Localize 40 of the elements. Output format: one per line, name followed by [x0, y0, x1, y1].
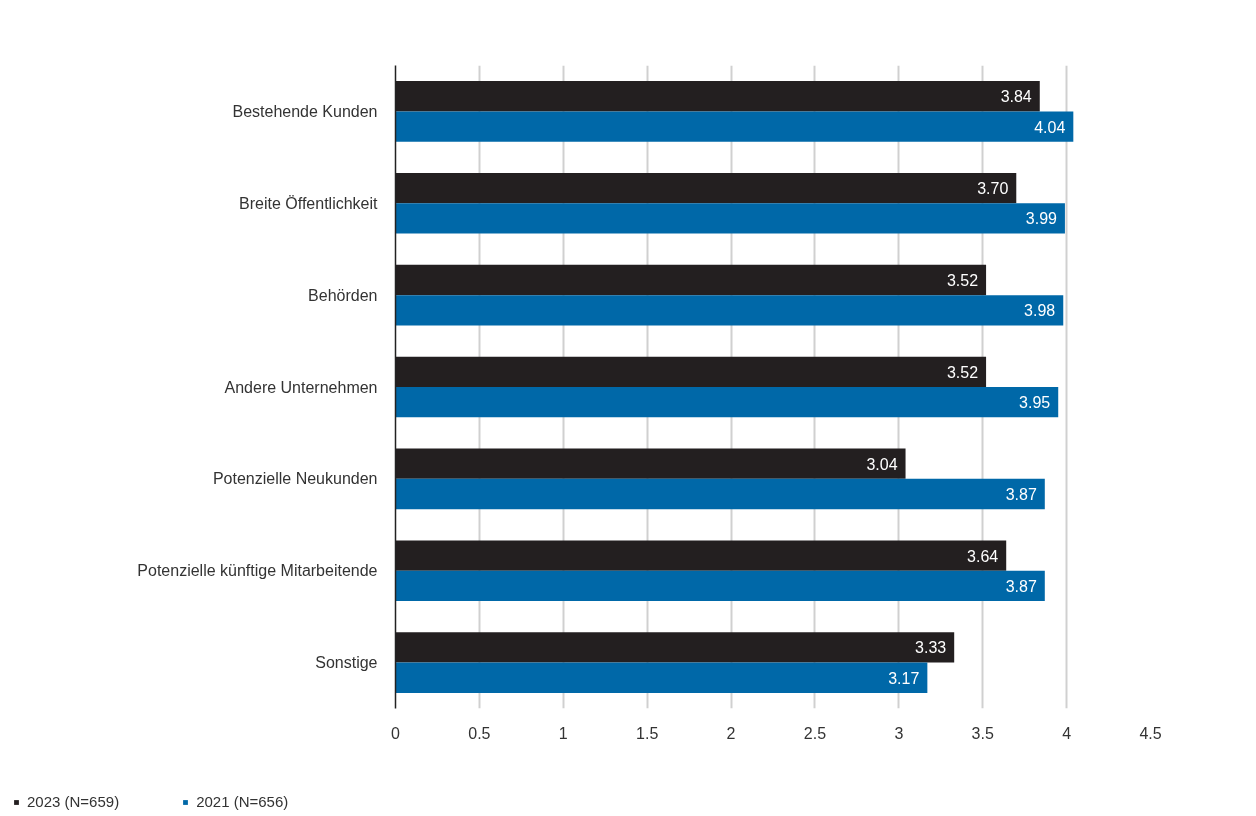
bar	[395, 295, 1064, 326]
legend-label: 2021 (N=656)	[196, 793, 289, 810]
x-tick-label: 4	[1062, 724, 1072, 742]
data-label: 3.04	[866, 455, 898, 473]
y-tick-label: Behörden	[308, 286, 378, 304]
x-tick-label: 0.5	[468, 724, 491, 742]
data-label: 3.87	[1005, 486, 1037, 504]
data-label: 3.17	[888, 669, 920, 687]
legend-label: 2023 (N=659)	[27, 793, 120, 810]
y-tick-label: Potenzielle künftige Mitarbeitende	[137, 562, 378, 580]
x-tick-label: 1	[558, 724, 568, 742]
bar	[395, 570, 1045, 602]
y-tick-label: Breite Öffentlichkeit	[239, 194, 379, 212]
data-label: 3.52	[946, 363, 979, 381]
data-label: 3.33	[915, 639, 947, 657]
bar	[395, 203, 1065, 234]
y-tick-label: Andere Unternehmen	[224, 378, 378, 396]
x-tick-label: 2.5	[803, 724, 827, 742]
x-tick-label: 3	[894, 724, 904, 742]
data-label: 3.52	[946, 271, 979, 289]
data-label: 3.95	[1019, 394, 1051, 412]
data-label: 3.84	[1000, 88, 1032, 106]
x-tick-label: 3.5	[971, 724, 994, 742]
data-label: 3.99	[1025, 210, 1058, 228]
y-tick-label: Potenzielle Neukunden	[212, 470, 378, 488]
y-tick-label: Bestehende Kunden	[232, 102, 378, 120]
data-label: 3.98	[1024, 302, 1056, 320]
data-label: 3.87	[1005, 577, 1037, 595]
bar	[395, 662, 928, 693]
data-label: 3.70	[977, 180, 1009, 198]
data-label: 3.64	[967, 547, 999, 565]
x-tick-label: 1.5	[636, 724, 659, 742]
x-tick-label: 0	[391, 724, 401, 742]
bar	[395, 387, 1059, 418]
bar	[395, 478, 1045, 510]
x-tick-label: 4.5	[1139, 724, 1162, 742]
x-tick-label: 2	[726, 724, 736, 742]
bar	[395, 111, 1074, 142]
data-label: 4.04	[1034, 118, 1066, 136]
y-tick-label: Sonstige	[315, 654, 378, 672]
